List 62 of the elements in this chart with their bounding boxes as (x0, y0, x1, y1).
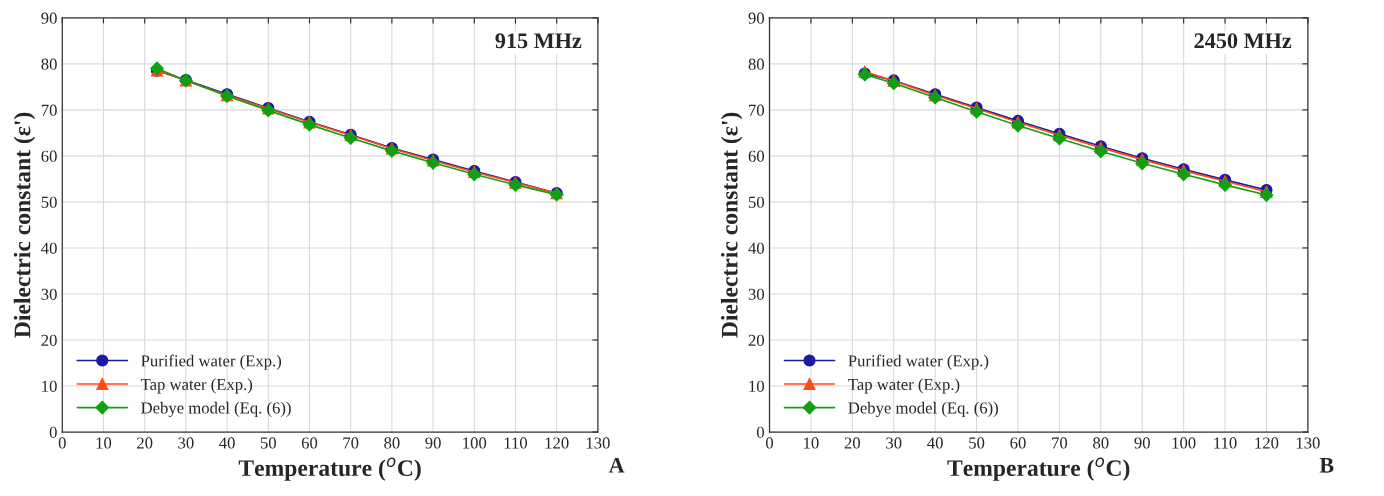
x-tick-label: 60 (1010, 437, 1026, 449)
legend-label: Purified water (Exp.) (848, 354, 989, 370)
x-axis-title: Temperature ($^{o}$C) (238, 457, 421, 481)
y-tick-label: 90 (748, 12, 765, 24)
legend-label: Purified water (Exp.) (141, 354, 282, 370)
x-tick-label: 80 (384, 437, 400, 449)
x-tick-label: 110 (1214, 437, 1237, 449)
x-tick-label: 60 (301, 437, 318, 449)
x-tick-label: 50 (969, 437, 985, 449)
y-tick-label: 0 (756, 426, 765, 438)
x-tick-label: 80 (1093, 437, 1109, 449)
annotation: 2450 MHz (1194, 33, 1292, 49)
y-tick-label: 60 (41, 150, 57, 162)
y-tick-label: 30 (748, 288, 765, 300)
y-tick-label: 50 (748, 196, 765, 208)
x-tick-label: 30 (178, 437, 194, 449)
x-tick-label: 0 (765, 437, 774, 449)
y-tick-label: 80 (41, 58, 57, 70)
x-tick-label: 100 (463, 437, 487, 449)
x-tick-label: 110 (504, 437, 528, 449)
legend-label: Debye model (Eq. (6)) (848, 401, 998, 418)
text: B (1319, 458, 1334, 473)
x-tick-label: 70 (1052, 437, 1068, 449)
x-tick-label: 40 (219, 437, 235, 449)
x-tick-label: 130 (1296, 437, 1320, 449)
y-tick-label: 40 (41, 242, 57, 254)
x-tick-label: 120 (545, 437, 569, 449)
y-tick-label: 80 (748, 58, 765, 70)
x-tick-label: 30 (886, 437, 902, 449)
x-tick-label: 130 (586, 437, 610, 449)
y-axis-title: Dielectric constant (ε') (721, 112, 743, 338)
x-tick-label: 100 (1172, 437, 1196, 449)
annotation: 915 MHz (495, 33, 582, 49)
x-axis-title: Temperature ($^{o}$C) (947, 457, 1130, 481)
x-tick-label: 0 (58, 437, 66, 449)
y-tick-label: 70 (41, 104, 57, 116)
legend-label: Tap water (Exp.) (140, 378, 253, 394)
legend-label: Debye model (Eq. (6)) (141, 401, 291, 418)
y-tick-label: 0 (49, 426, 57, 438)
y-tick-label: 30 (41, 288, 57, 300)
y-tick-label: 60 (748, 150, 765, 162)
x-tick-label: 10 (804, 437, 819, 449)
x-tick-label: 40 (927, 437, 943, 449)
y-tick-label: 40 (748, 242, 765, 254)
x-tick-label: 20 (844, 437, 861, 449)
legend-label: Tap water (Exp.) (848, 378, 960, 394)
y-tick-label: 20 (41, 334, 57, 346)
y-axis-title: Dielectric constant (ε') (13, 112, 36, 338)
y-tick-label: 70 (749, 104, 765, 116)
y-tick-label: 10 (749, 380, 765, 392)
y-tick-label: 20 (748, 334, 765, 346)
x-tick-label: 10 (96, 437, 112, 449)
x-tick-label: 50 (260, 437, 276, 449)
x-tick-label: 90 (1134, 437, 1150, 449)
x-tick-label: 90 (425, 437, 441, 449)
text: A (608, 457, 625, 473)
x-tick-label: 20 (137, 437, 153, 449)
x-tick-label: 120 (1255, 437, 1279, 449)
y-tick-label: 10 (42, 380, 57, 392)
y-tick-label: 50 (41, 196, 57, 208)
x-tick-label: 70 (343, 437, 359, 449)
y-tick-label: 90 (41, 12, 57, 24)
